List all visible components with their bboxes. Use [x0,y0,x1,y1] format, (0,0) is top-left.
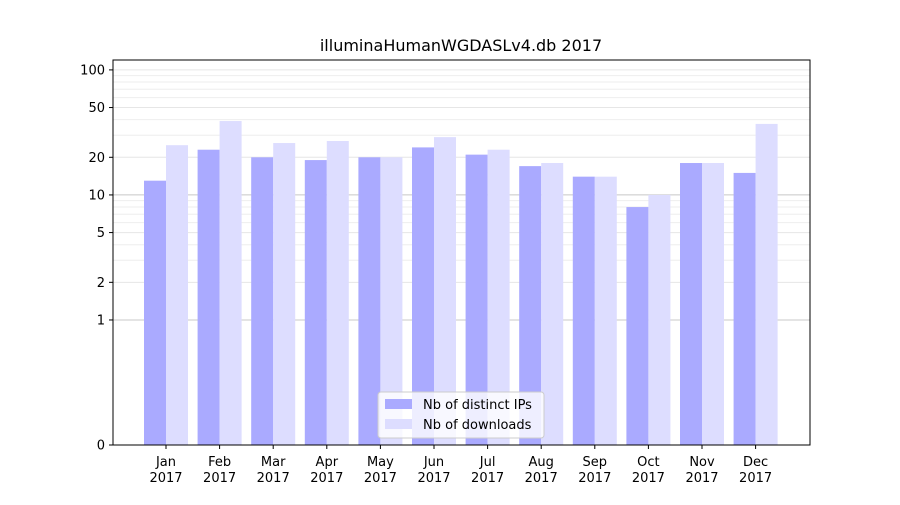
bar-distinct-ips [304,160,327,445]
y-tick-label: 0 [97,439,105,454]
bar-distinct-ips [733,172,756,445]
bar-distinct-ips [626,207,649,445]
bar-distinct-ips [680,163,702,445]
y-axis-ticks: 0 1 2 5 10 20 50 100 [80,63,113,454]
bar-downloads [702,163,724,445]
bar-distinct-ips [412,147,434,446]
y-tick-label: 50 [88,101,105,116]
x-tick-label: Apr 2017 [310,455,343,486]
y-tick-label: 100 [80,63,105,78]
bar-distinct-ips [465,154,488,446]
y-tick-label: 1 [97,313,105,328]
bar-downloads [166,145,188,445]
legend-box [377,391,545,439]
x-tick-label: Sep 2017 [578,455,611,486]
bar-downloads [755,123,778,445]
bar-downloads [326,140,349,445]
x-tick-label: Jan 2017 [149,455,182,486]
legend-swatch [385,399,412,409]
x-tick-label: May 2017 [364,455,397,486]
chart-title: illuminaHumanWGDASLv4.db 2017 [320,36,602,55]
bar-downloads [434,137,456,445]
bar-distinct-ips [519,166,542,445]
x-tick-label: Oct 2017 [632,455,665,486]
x-tick-label: Aug 2017 [525,455,558,486]
x-tick-label: Jul 2017 [471,455,504,486]
x-tick-label: Feb 2017 [203,455,236,486]
x-tick-label: Jun 2017 [417,455,450,486]
plot-frame [112,59,811,446]
legend-label: Nb of distinct IPs [423,398,532,413]
bar-downloads [273,143,296,445]
bar-distinct-ips [197,149,220,446]
x-tick-label: Mar 2017 [257,455,290,486]
bars [144,121,778,446]
bar-downloads [487,149,510,446]
y-tick-label: 5 [97,226,105,241]
legend-swatch [385,419,412,429]
x-tick-label: Dec 2017 [739,455,772,486]
y-tick-label: 10 [88,188,105,203]
bar-downloads [219,121,242,446]
bar-distinct-ips [144,180,166,445]
x-tick-label: Nov 2017 [685,455,718,486]
x-axis-ticks: Jan 2017 Feb 2017 Mar 2017 Apr 2017 May 2017 Jun 20… [149,445,772,486]
legend-label: Nb of downloads [423,418,532,433]
y-tick-label: 2 [97,276,105,291]
bar-distinct-ips [251,157,274,445]
bar-downloads [594,176,617,445]
bar-downloads [380,157,403,445]
bar-distinct-ips [572,176,595,445]
legend: Nb of distinct IPs Nb of downloads [377,391,545,439]
bar-distinct-ips [358,157,381,445]
bar-downloads [648,194,671,445]
y-tick-label: 20 [88,151,105,166]
bar-downloads [541,163,564,445]
